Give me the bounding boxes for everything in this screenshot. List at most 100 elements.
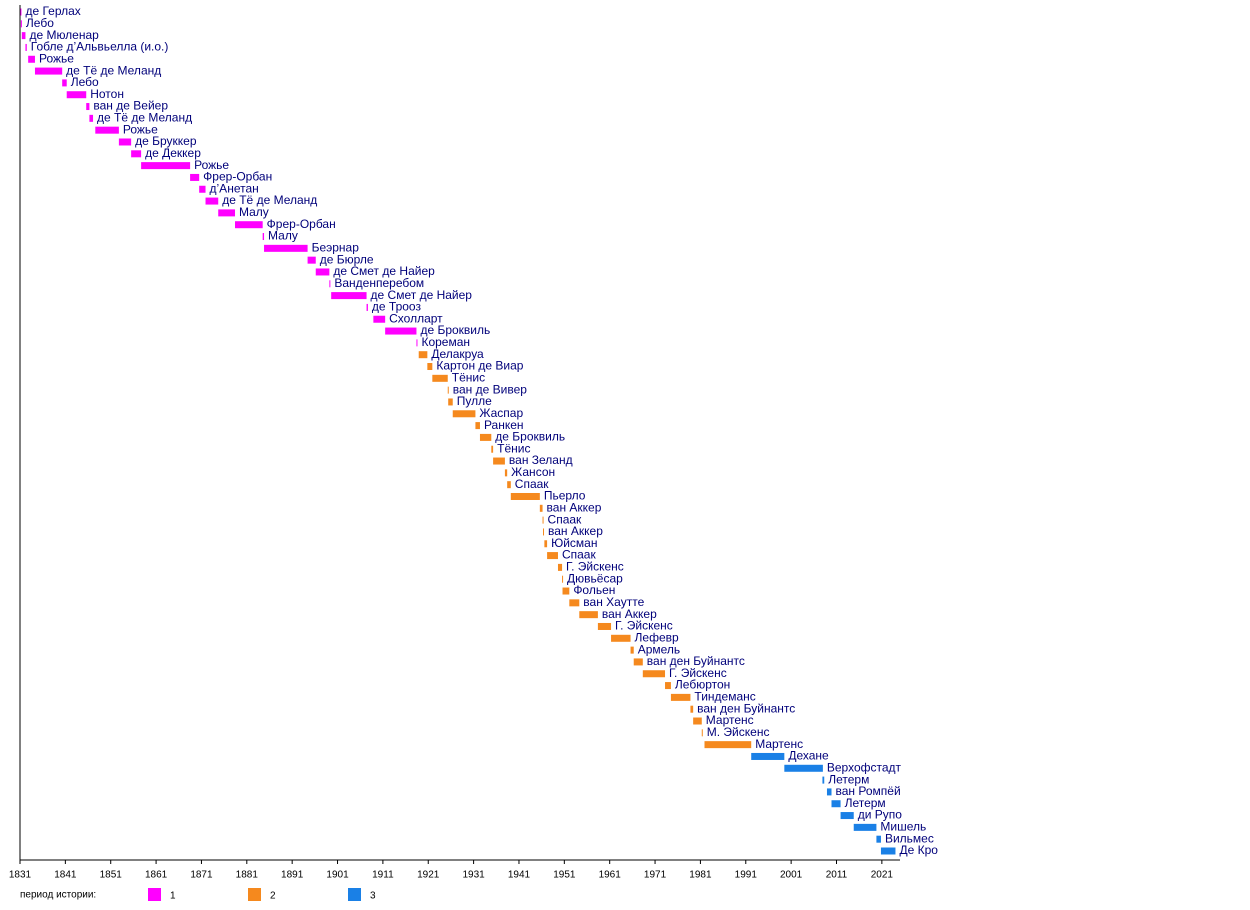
- bar: [264, 244, 308, 252]
- bar-label: Пулле: [457, 394, 492, 408]
- bar-label: ван Аккер: [547, 500, 602, 514]
- bar: [562, 587, 570, 595]
- bar: [218, 209, 236, 217]
- bar: [28, 55, 35, 63]
- bar: [701, 729, 703, 737]
- legend-label: 3: [370, 891, 376, 902]
- bar: [373, 315, 386, 323]
- bar: [141, 162, 191, 170]
- bar: [452, 410, 476, 418]
- bar-label: Рожье: [39, 51, 74, 65]
- bar: [190, 173, 200, 181]
- bar-label: де Бруккер: [135, 134, 197, 148]
- legend-title: период истории:: [20, 890, 96, 901]
- bar: [34, 67, 63, 75]
- bar-label: де Деккер: [145, 146, 201, 160]
- bar: [690, 705, 694, 713]
- bar-label: ди Рупо: [858, 808, 903, 822]
- bar-label: Лебюртон: [675, 678, 730, 692]
- bar: [25, 43, 27, 51]
- bar-label: Гобле д’Альвьелла (и.о.): [31, 40, 169, 54]
- bar: [611, 634, 631, 642]
- bar-label: Кореман: [421, 335, 470, 349]
- x-tick-label: 1861: [145, 870, 168, 881]
- bar: [822, 776, 825, 784]
- bar: [539, 504, 543, 512]
- bar: [416, 339, 418, 347]
- bar: [262, 233, 265, 241]
- bar: [21, 32, 26, 40]
- x-tick-label: 1961: [599, 870, 622, 881]
- bar-label: ван де Вейер: [93, 99, 168, 113]
- bar-label: де Броквиль: [495, 430, 565, 444]
- bar-label: Летерм: [845, 796, 886, 810]
- bar-label: де Броквиль: [420, 323, 490, 337]
- bar-label: де Тё де Меланд: [222, 193, 317, 207]
- bar: [307, 256, 316, 264]
- x-tick-label: 1991: [735, 870, 758, 881]
- x-tick-label: 1871: [190, 870, 213, 881]
- bar: [597, 622, 612, 630]
- bar: [670, 693, 691, 701]
- x-tick-label: 1921: [417, 870, 440, 881]
- bar-label: Делакруа: [431, 347, 484, 361]
- bar: [62, 79, 67, 87]
- x-tick-label: 1901: [326, 870, 349, 881]
- bar: [315, 268, 330, 276]
- bar-label: де Смет де Найер: [333, 264, 435, 278]
- legend-swatch: [148, 888, 161, 901]
- bar: [504, 469, 508, 477]
- bar-label: Нотон: [90, 87, 124, 101]
- bar: [86, 103, 90, 111]
- x-tick-label: 1951: [553, 870, 576, 881]
- bar-label: Фольен: [573, 583, 615, 597]
- bar-label: де Тё де Меланд: [97, 111, 192, 125]
- bar-label: Юйсман: [551, 536, 597, 550]
- x-tick-label: 2001: [780, 870, 803, 881]
- bar-label: де Герлах: [25, 4, 80, 18]
- bar: [853, 823, 877, 831]
- bar-label: Схолларт: [389, 311, 443, 325]
- bar: [199, 185, 206, 193]
- bar: [447, 386, 449, 394]
- bar: [543, 528, 545, 536]
- bar: [751, 752, 785, 760]
- x-tick-label: 2021: [871, 870, 894, 881]
- bar-label: Армель: [638, 642, 680, 656]
- bar: [491, 445, 494, 453]
- bar-label: ван ден Буйнантс: [697, 701, 795, 715]
- bar: [507, 481, 511, 489]
- bar: [542, 516, 544, 524]
- bar: [579, 611, 598, 619]
- bar-label: Рожье: [123, 122, 158, 136]
- bar-label: ван Аккер: [548, 524, 603, 538]
- bar: [89, 114, 94, 122]
- x-tick-label: 1931: [462, 870, 485, 881]
- bar: [826, 788, 832, 796]
- bar-label: Спаак: [515, 477, 550, 491]
- bar-label: Мартенс: [706, 713, 754, 727]
- bar-label: де Смет де Найер: [371, 288, 473, 302]
- x-tick-label: 1881: [236, 870, 259, 881]
- bar-label: ван Хаутте: [583, 595, 644, 609]
- bar: [840, 812, 854, 820]
- bar: [510, 492, 540, 500]
- bar: [366, 303, 368, 311]
- x-tick-label: 1981: [689, 870, 712, 881]
- bar-label: Лебо: [26, 16, 54, 30]
- bar: [665, 682, 671, 690]
- bar-label: Ранкен: [484, 418, 524, 432]
- bar-label: Спаак: [562, 548, 597, 562]
- bar-label: Вильмес: [885, 831, 934, 845]
- bar-label: Тёнис: [452, 370, 485, 384]
- legend-swatch: [348, 888, 361, 901]
- bar-label: Жансон: [511, 465, 555, 479]
- legend-label: 2: [270, 891, 276, 902]
- bar-label: Беэрнар: [312, 241, 360, 255]
- bar: [329, 280, 331, 288]
- bar-label: де Мюленар: [29, 28, 99, 42]
- bar-label: Ванденперебом: [334, 276, 424, 290]
- bar-label: Мишель: [880, 820, 926, 834]
- x-tick-label: 1941: [508, 870, 531, 881]
- x-tick-label: 1831: [9, 870, 32, 881]
